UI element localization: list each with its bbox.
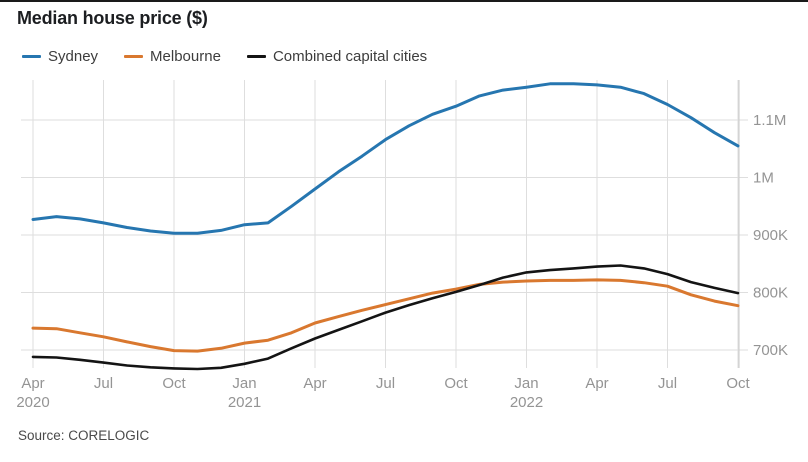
melbourne-line xyxy=(31,278,740,353)
legend-label-sydney: Sydney xyxy=(48,48,99,65)
legend-label-melbourne: Melbourne xyxy=(150,48,221,65)
x-tick-label: Jan xyxy=(514,375,538,392)
y-tick-label: 700K xyxy=(753,342,788,359)
sydney-line-swatch-icon xyxy=(22,55,41,58)
y-tick-label: 1.1M xyxy=(753,112,786,129)
source-text: Source: CORELOGIC xyxy=(18,428,150,443)
x-tick-label: Jan xyxy=(232,375,256,392)
x-tick-label: Apr xyxy=(21,375,44,392)
legend-item-sydney: Sydney xyxy=(22,48,98,65)
combined-line-swatch-icon xyxy=(246,55,266,58)
x-year-label: 2022 xyxy=(510,394,543,411)
legend-item-combined: Combined capital cities xyxy=(246,48,428,65)
x-tick-label: Jul xyxy=(376,375,395,392)
x-tick-label: Apr xyxy=(585,375,608,392)
x-tick-label: Jul xyxy=(658,375,677,392)
y-tick-label: 1M xyxy=(753,170,774,187)
x-tick-label: Jul xyxy=(94,375,113,392)
legend-label-combined: Combined capital cities xyxy=(272,48,428,65)
chart-title: Median house price ($) xyxy=(17,8,208,28)
y-tick-label: 800K xyxy=(753,285,788,302)
x-tick-label: Oct xyxy=(444,375,468,392)
x-year-label: 2020 xyxy=(16,394,49,411)
y-tick-label: 900K xyxy=(753,227,788,244)
combined-line xyxy=(31,264,740,371)
top-divider xyxy=(0,0,808,2)
x-tick-label: Apr xyxy=(303,375,326,392)
melbourne-line-swatch-icon xyxy=(124,55,144,58)
x-tick-label: Oct xyxy=(726,375,750,392)
x-tick-label: Oct xyxy=(162,375,186,392)
chart-legend: Sydney Melbourne Combined capital cities xyxy=(22,48,427,65)
x-year-label: 2021 xyxy=(228,394,261,411)
legend-item-melbourne: Melbourne xyxy=(124,48,221,65)
sydney-line xyxy=(31,82,740,235)
